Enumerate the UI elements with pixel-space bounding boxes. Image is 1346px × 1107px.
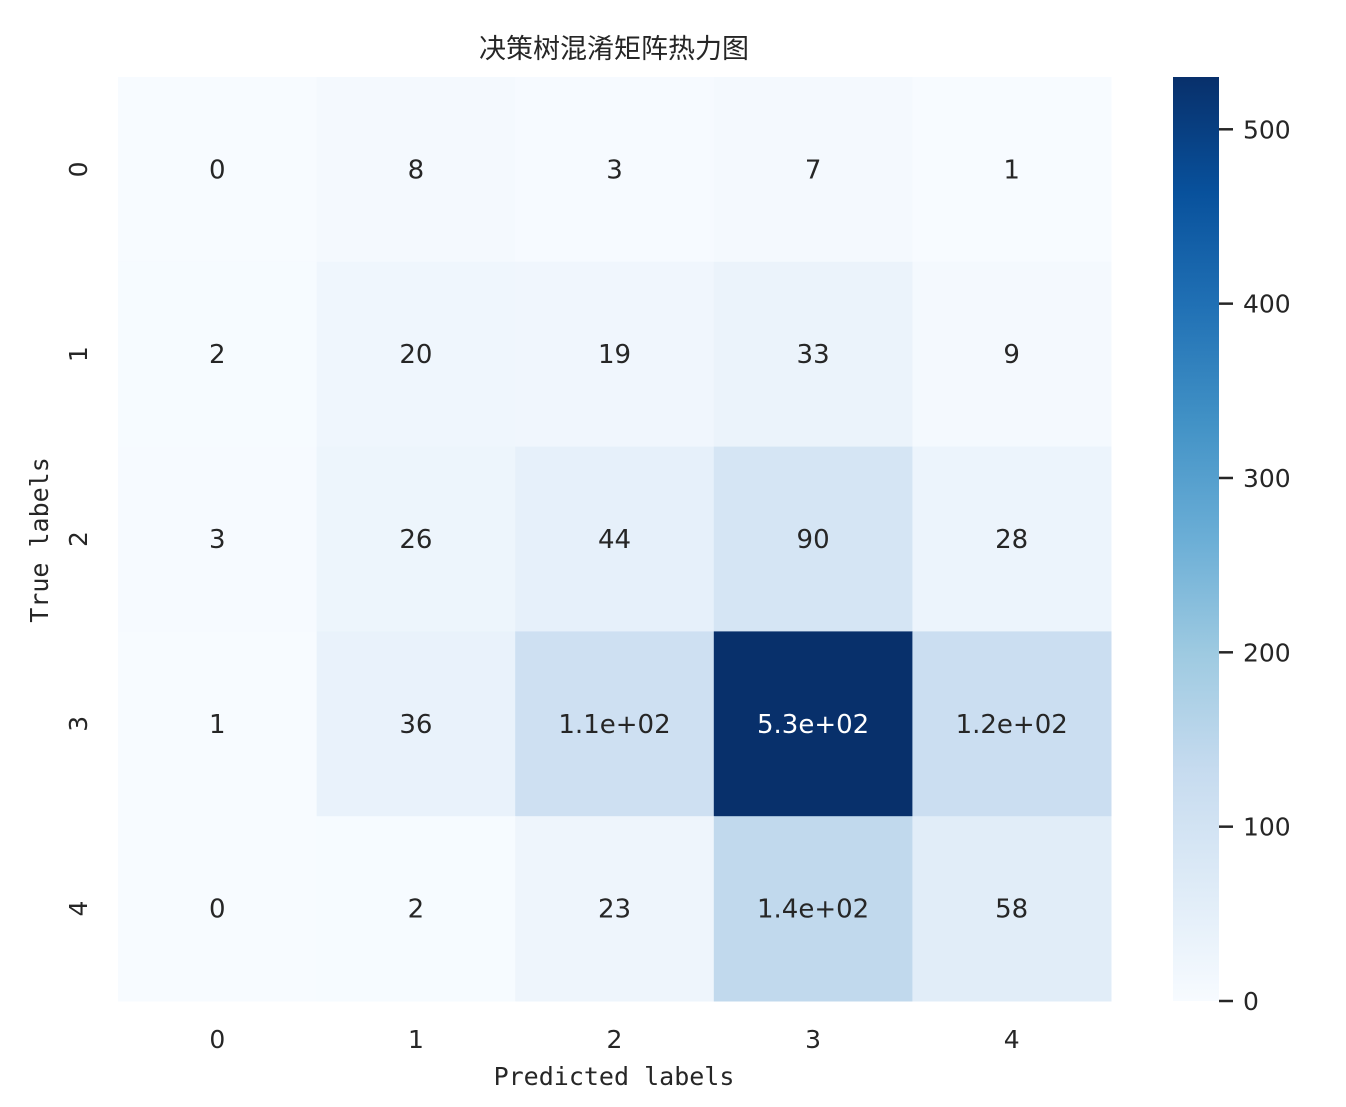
cell-annotation-3-2: 1.1e+02 bbox=[558, 710, 670, 740]
heatmap-cell-3-2 bbox=[515, 631, 715, 817]
heatmap-cell-1-0 bbox=[118, 261, 318, 448]
x-tick-label-1: 1 bbox=[408, 1025, 424, 1054]
heatmap-cell-2-2 bbox=[515, 446, 715, 632]
heatmap-cell-3-3 bbox=[713, 631, 913, 817]
heatmap-cell-2-1 bbox=[316, 446, 516, 632]
cell-annotation-2-3: 90 bbox=[797, 525, 830, 555]
cell-annotation-2-0: 3 bbox=[209, 525, 226, 555]
x-axis-ticks: 0 1 2 3 4 bbox=[209, 1025, 1019, 1054]
cell-annotation-1-2: 19 bbox=[598, 340, 631, 370]
cell-annotation-1-4: 9 bbox=[1003, 340, 1020, 370]
heatmap-cell-2-4 bbox=[912, 446, 1112, 632]
cell-annotation-3-0: 1 bbox=[209, 710, 226, 740]
heatmap-cell-4-1 bbox=[316, 816, 516, 1002]
cell-annotation-2-2: 44 bbox=[598, 525, 631, 555]
heatmap-cell-0-4 bbox=[912, 77, 1112, 263]
x-tick-label-3: 3 bbox=[805, 1025, 821, 1054]
heatmap-cell-0-3 bbox=[713, 77, 913, 263]
cell-annotation-0-1: 8 bbox=[408, 155, 425, 185]
heatmap-cell-0-0 bbox=[118, 77, 318, 263]
colorbar-tick-label-0: 0 bbox=[1243, 987, 1259, 1016]
x-tick-label-0: 0 bbox=[209, 1025, 225, 1054]
colorbar-tick-label-300: 300 bbox=[1243, 464, 1291, 493]
cell-annotation-0-3: 7 bbox=[805, 155, 822, 185]
cell-annotation-1-0: 2 bbox=[209, 340, 226, 370]
y-tick-label-4: 4 bbox=[64, 901, 93, 917]
cell-annotation-2-4: 28 bbox=[995, 525, 1028, 555]
heatmap-cell-2-0 bbox=[118, 446, 318, 632]
y-tick-label-3: 3 bbox=[64, 716, 93, 732]
cell-annotation-0-0: 0 bbox=[209, 155, 226, 185]
y-axis-ticks: 0 1 2 3 4 bbox=[64, 161, 93, 916]
cell-annotations: 0 8 3 7 12 20 19 33 93 26 44 90 281 36 1.1e+02 5.3e+02 1… bbox=[209, 155, 1068, 924]
cell-annotation-4-0: 0 bbox=[209, 895, 226, 925]
heatmap-cell-1-4 bbox=[912, 261, 1112, 448]
heatmap-cell-0-1 bbox=[316, 77, 516, 263]
heatmap-cell-0-2 bbox=[515, 77, 715, 263]
heatmap-cell-1-2 bbox=[515, 261, 715, 448]
cell-annotation-4-3: 1.4e+02 bbox=[757, 895, 869, 925]
colorbar bbox=[1173, 77, 1219, 1001]
chart-title: 决策树混淆矩阵热力图 bbox=[479, 34, 749, 65]
cell-annotation-0-4: 1 bbox=[1003, 155, 1020, 185]
heatmap-cell-4-3 bbox=[713, 816, 913, 1002]
y-axis-label: True labels bbox=[25, 457, 54, 623]
cell-annotation-3-1: 36 bbox=[399, 710, 432, 740]
y-tick-label-1: 1 bbox=[64, 346, 93, 362]
colorbar-tick-label-400: 400 bbox=[1243, 290, 1291, 319]
heatmap-cell-3-1 bbox=[316, 631, 516, 817]
cell-annotation-4-2: 23 bbox=[598, 895, 631, 925]
cell-annotation-0-2: 3 bbox=[606, 155, 623, 185]
y-tick-label-0: 0 bbox=[64, 161, 93, 177]
cell-annotation-4-4: 58 bbox=[995, 895, 1028, 925]
heatmap-cell-3-4 bbox=[912, 631, 1112, 817]
heatmap-cell-4-0 bbox=[118, 816, 318, 1002]
heatmap-cells bbox=[118, 77, 1112, 1002]
heatmap-cell-2-3 bbox=[713, 446, 913, 632]
heatmap-cell-4-4 bbox=[912, 816, 1112, 1002]
heatmap-cell-3-0 bbox=[118, 631, 318, 817]
cell-annotation-2-1: 26 bbox=[399, 525, 432, 555]
cell-annotation-3-3: 5.3e+02 bbox=[757, 710, 869, 740]
colorbar-tick-label-100: 100 bbox=[1243, 813, 1291, 842]
cell-annotation-1-1: 20 bbox=[399, 340, 432, 370]
heatmap-cell-1-1 bbox=[316, 261, 516, 448]
cell-annotation-1-3: 33 bbox=[797, 340, 830, 370]
y-tick-label-2: 2 bbox=[64, 531, 93, 547]
colorbar-tick-label-500: 500 bbox=[1243, 115, 1291, 144]
heatmap-cell-4-2 bbox=[515, 816, 715, 1002]
colorbar-ticks: 0 100 200 300 400 500 bbox=[1219, 115, 1291, 1016]
cell-annotation-3-4: 1.2e+02 bbox=[956, 710, 1068, 740]
x-tick-label-4: 4 bbox=[1004, 1025, 1020, 1054]
cell-annotation-4-1: 2 bbox=[408, 895, 425, 925]
x-axis-label: Predicted labels bbox=[494, 1062, 735, 1091]
heatmap-cell-1-3 bbox=[713, 261, 913, 448]
x-tick-label-2: 2 bbox=[607, 1025, 623, 1054]
colorbar-tick-label-200: 200 bbox=[1243, 638, 1291, 667]
